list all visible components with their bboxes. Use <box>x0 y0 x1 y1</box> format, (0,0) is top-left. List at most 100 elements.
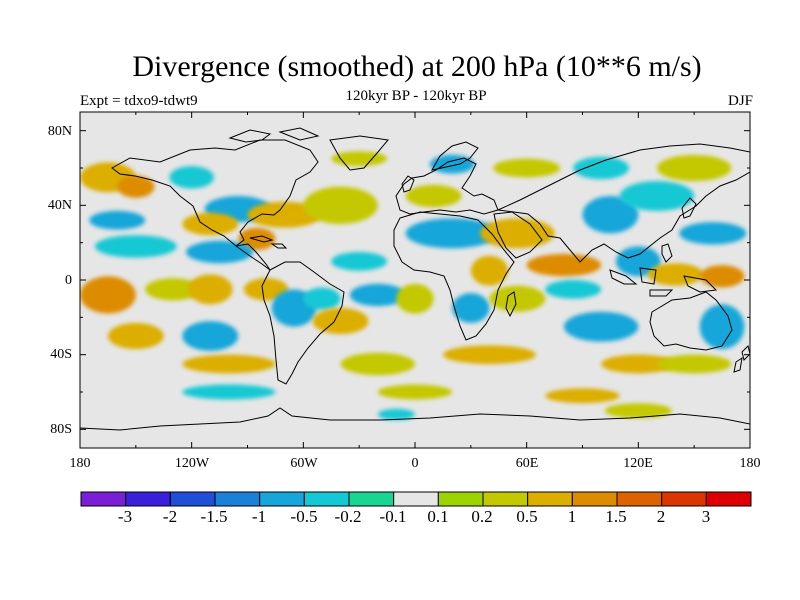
field-contour-blob <box>582 196 639 234</box>
coastline-africa <box>393 211 515 341</box>
coastline-madagascar <box>505 291 517 318</box>
field-contour-blob <box>340 352 415 376</box>
field-contour-blob <box>619 181 695 211</box>
colorbar-label: -1 <box>251 507 267 526</box>
field-contour-blob <box>489 285 546 312</box>
field-contour-blob <box>377 384 453 400</box>
coastline-europe <box>395 157 499 215</box>
field-contour-blob <box>679 222 747 245</box>
colorbar-label: 1 <box>567 507 577 526</box>
colorbar-swatch <box>571 491 618 507</box>
colorbar-label: -3 <box>117 507 133 526</box>
colorbar-swatch <box>125 491 171 507</box>
lat-label-40n: 40N <box>47 198 72 213</box>
field-contour-blob <box>442 345 536 364</box>
lon-label-180w: 180 <box>69 456 91 471</box>
field-contour-blob <box>117 175 155 198</box>
field-contour-blob <box>493 158 561 178</box>
coastline-arabia <box>493 211 543 259</box>
colorbar-label: -0.2 <box>334 507 362 526</box>
field-contour-blob <box>405 184 462 208</box>
colorbar-label: 2 <box>656 507 666 526</box>
field-contour-blob <box>429 154 475 174</box>
field-contour-blob <box>452 293 490 323</box>
colorbar-label: -0.1 <box>379 507 407 526</box>
coastline-canadian-arctic <box>228 127 320 143</box>
colorbar-swatch <box>482 491 529 507</box>
colorbar-swatch <box>661 491 707 507</box>
lon-label-0: 0 <box>411 456 419 471</box>
coastline-south-america <box>261 261 345 385</box>
lon-label-60e: 60E <box>515 456 539 471</box>
colorbar-label: 0.5 <box>516 507 538 526</box>
field-contour-blob <box>656 154 732 182</box>
field-contour-blob <box>182 321 239 351</box>
field-contour-blob <box>182 354 276 374</box>
field-contour-blob <box>470 255 509 286</box>
coastline-antarctica <box>80 407 750 431</box>
field-contour-blob <box>247 201 322 228</box>
coastline-philippines <box>661 243 673 263</box>
lat-label-40s: 40S <box>50 347 72 362</box>
colorbar-swatch <box>527 491 573 507</box>
field-contour-blob <box>80 276 136 314</box>
lon-label-60w: 60W <box>290 456 318 471</box>
field-contour-blob <box>699 304 745 350</box>
field-contour-blob <box>563 311 639 342</box>
field-contour-blob <box>94 235 177 258</box>
lon-label-120e: 120E <box>623 456 653 471</box>
field-contour-blob <box>647 263 704 286</box>
field-contour-blob <box>377 408 415 420</box>
field-contour-blob <box>169 166 215 189</box>
field-contour-blob <box>107 322 164 350</box>
lat-label-80n: 80N <box>47 124 72 139</box>
field-contour-blob <box>243 278 289 301</box>
coastline-greenland <box>329 135 389 171</box>
field-contour-blob <box>545 280 602 299</box>
coastline-japan <box>681 197 697 219</box>
colorbar-swatch <box>437 491 484 507</box>
field-contour-blob <box>331 151 388 167</box>
field-contour-blob <box>604 403 672 419</box>
coastline-indonesia <box>609 267 718 297</box>
colorbar-swatch <box>80 491 127 507</box>
coastline-caribbean <box>249 235 288 249</box>
lat-label-equator: 0 <box>65 273 72 288</box>
colorbar-label: 3 <box>701 507 711 526</box>
field-contour-blob <box>349 283 406 307</box>
field-contour-blob <box>303 186 378 224</box>
field-contour-blob <box>186 240 254 264</box>
lon-label-180e: 180 <box>739 456 761 471</box>
colorbar <box>80 491 752 507</box>
colorbar-label: 0.2 <box>471 507 493 526</box>
coastline-central-america <box>234 243 271 271</box>
coastline-australia <box>649 291 733 351</box>
coastlines <box>80 127 750 431</box>
field-contour-blob <box>656 354 732 374</box>
field-contour-blob <box>699 265 745 288</box>
field-contour-blob <box>601 354 676 374</box>
lon-label-120w: 120W <box>174 456 210 471</box>
colorbar-swatch <box>616 491 663 507</box>
lat-label-80s: 80S <box>50 422 72 437</box>
field-contour-blob <box>331 252 388 271</box>
experiment-label: Expt = tdxo9-tdwt9 <box>80 93 198 109</box>
colorbar-swatch <box>169 491 216 507</box>
field-contour-blob <box>312 308 369 335</box>
field-contour-blob <box>480 218 555 249</box>
field-contour-blob <box>526 253 602 277</box>
field-contour-blob <box>545 388 620 404</box>
field-contour-blob <box>182 212 239 236</box>
colorbar-swatch <box>303 491 350 507</box>
coastline-uk <box>401 175 415 193</box>
field-contour-blob <box>145 278 201 301</box>
map-title: Divergence (smoothed) at 200 hPa (10**6 … <box>132 50 702 83</box>
field-contour-blob <box>182 384 276 400</box>
map-subtitle: 120kyr BP - 120kyr BP <box>345 88 487 104</box>
coastline-asia <box>496 143 750 263</box>
colorbar-label: 1.5 <box>605 507 627 526</box>
field-contour-blob <box>303 287 341 310</box>
coastline-scandinavia <box>431 141 479 171</box>
field-contour-blob <box>573 156 630 180</box>
